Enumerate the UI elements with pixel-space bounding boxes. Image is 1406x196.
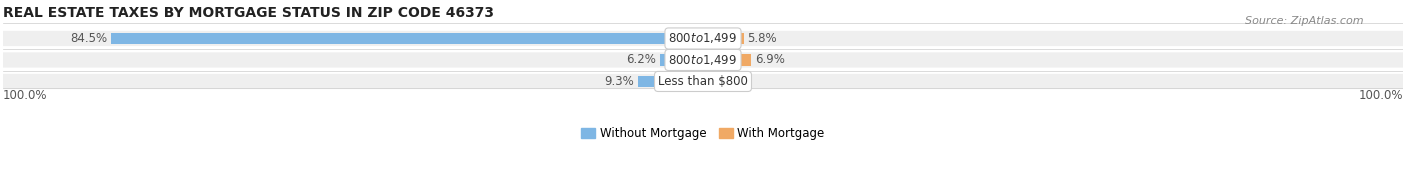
FancyBboxPatch shape: [3, 31, 1403, 46]
Text: 100.0%: 100.0%: [1358, 89, 1403, 102]
Bar: [659, 54, 703, 66]
Text: 0.66%: 0.66%: [711, 75, 748, 88]
Bar: [703, 33, 744, 44]
Text: $800 to $1,499: $800 to $1,499: [668, 32, 738, 45]
Text: 6.9%: 6.9%: [755, 54, 785, 66]
Text: 9.3%: 9.3%: [605, 75, 634, 88]
Bar: [638, 75, 703, 87]
FancyBboxPatch shape: [3, 74, 1403, 89]
Text: 84.5%: 84.5%: [70, 32, 108, 45]
Text: Less than $800: Less than $800: [658, 75, 748, 88]
Text: $800 to $1,499: $800 to $1,499: [668, 53, 738, 67]
FancyBboxPatch shape: [3, 52, 1403, 68]
Bar: [111, 33, 703, 44]
Text: Source: ZipAtlas.com: Source: ZipAtlas.com: [1246, 16, 1364, 26]
Bar: [703, 54, 751, 66]
Text: 100.0%: 100.0%: [3, 89, 48, 102]
Text: 5.8%: 5.8%: [747, 32, 776, 45]
Bar: [703, 75, 707, 87]
Text: REAL ESTATE TAXES BY MORTGAGE STATUS IN ZIP CODE 46373: REAL ESTATE TAXES BY MORTGAGE STATUS IN …: [3, 6, 494, 20]
Text: 6.2%: 6.2%: [626, 54, 657, 66]
Legend: Without Mortgage, With Mortgage: Without Mortgage, With Mortgage: [581, 127, 825, 140]
